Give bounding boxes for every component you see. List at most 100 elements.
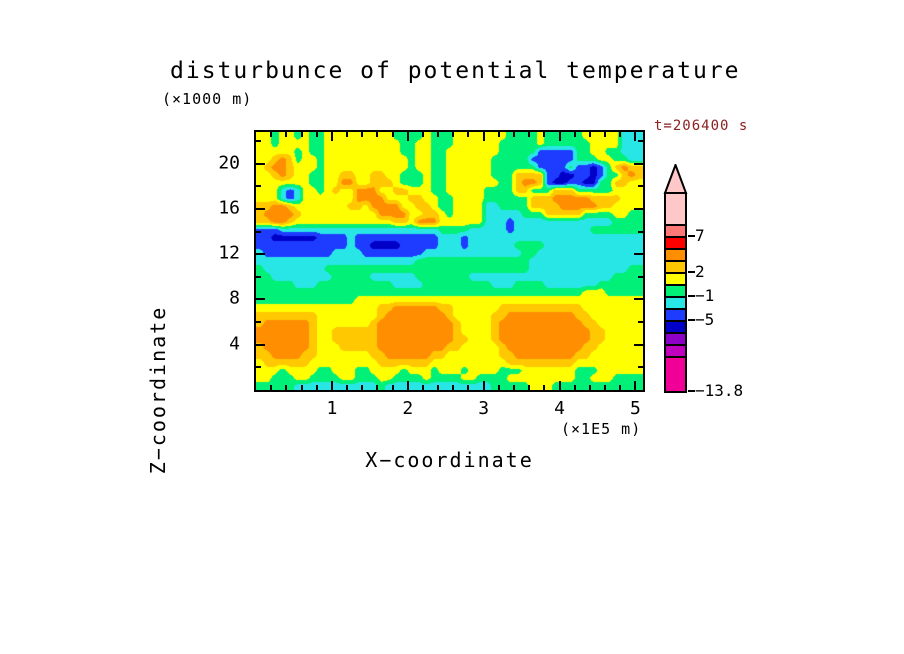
tick-mark: [285, 132, 288, 137]
tick-mark: [256, 366, 261, 369]
colorbar-segment: [666, 192, 685, 224]
tick-mark: [315, 385, 318, 390]
tick-mark: [638, 275, 643, 278]
tick-mark: [619, 132, 622, 137]
x-tick-labels: 1 2 3 4 5: [254, 398, 645, 420]
colorbar-segment: [666, 308, 685, 320]
colorbar-segment: [666, 236, 685, 248]
colorbar-label: 7: [695, 226, 705, 246]
tick-mark: [634, 253, 643, 256]
tick-mark: [638, 185, 643, 188]
tick-mark: [256, 275, 261, 278]
colorbar: 7 2 −1 −5 −13.8: [663, 164, 774, 404]
field-canvas: [256, 132, 643, 390]
tick-mark: [543, 385, 546, 390]
tick-mark: [634, 162, 643, 165]
tick-mark: [437, 385, 440, 390]
tick-mark: [573, 385, 576, 390]
colorbar-arrow-icon: [663, 164, 688, 194]
tick-mark: [467, 385, 470, 390]
tick-mark: [285, 385, 288, 390]
tick-mark: [270, 132, 273, 137]
z-tick-label: 4: [229, 333, 240, 355]
tick-mark: [256, 253, 265, 256]
tick-mark: [588, 385, 591, 390]
colorbar-tick: [688, 271, 695, 273]
colorbar-tick: [688, 319, 695, 321]
tick-mark: [391, 385, 394, 390]
tick-mark: [346, 132, 349, 137]
x-axis-unit-label: (×1E5 m): [561, 420, 642, 438]
tick-mark: [406, 381, 409, 390]
tick-mark: [604, 132, 607, 137]
tick-mark: [634, 343, 643, 346]
tick-mark: [482, 132, 485, 141]
tick-mark: [376, 385, 379, 390]
colorbar-label: −5: [695, 310, 715, 330]
colorbar-tick: [688, 235, 695, 237]
x-tick-label: 3: [478, 398, 490, 419]
tick-mark: [406, 132, 409, 141]
tick-mark: [634, 298, 643, 301]
tick-mark: [513, 385, 515, 390]
z-tick-label: 12: [218, 242, 240, 264]
tick-mark: [528, 385, 531, 390]
plot-area: [254, 130, 645, 392]
tick-mark: [421, 132, 424, 137]
colorbar-segment: [666, 344, 685, 356]
tick-mark: [346, 385, 349, 390]
tick-mark: [376, 132, 379, 137]
tick-mark: [452, 385, 455, 390]
tick-mark: [256, 162, 265, 165]
colorbar-segment: [666, 332, 685, 344]
x-tick-label: 5: [629, 398, 641, 419]
tick-mark: [361, 385, 364, 390]
tick-mark: [256, 230, 261, 233]
z-tick-labels: 4 8 12 16 20: [196, 130, 246, 392]
tick-mark: [497, 385, 500, 390]
tick-mark: [256, 207, 265, 210]
tick-mark: [638, 230, 643, 233]
tick-mark: [558, 381, 561, 390]
tick-mark: [638, 366, 643, 369]
z-tick-label: 20: [218, 152, 240, 174]
tick-mark: [270, 385, 273, 390]
x-axis-title: X−coordinate: [365, 448, 534, 472]
x-tick-label: 1: [326, 398, 338, 419]
tick-mark: [437, 132, 440, 137]
colorbar-segment: [666, 356, 685, 391]
z-axis-unit-label: (×1000 m): [162, 90, 253, 108]
tick-mark: [330, 132, 333, 141]
colorbar-tick: [688, 295, 695, 297]
tick-mark: [256, 321, 261, 324]
tick-mark: [256, 185, 261, 188]
tick-mark: [634, 132, 637, 141]
colorbar-segment: [666, 260, 685, 272]
tick-mark: [497, 132, 500, 137]
tick-mark: [604, 385, 607, 390]
colorbar-segment: [666, 296, 685, 308]
tick-mark: [543, 132, 546, 137]
colorbar-segment: [666, 320, 685, 332]
tick-mark: [634, 381, 637, 390]
colorbar-segment: [666, 224, 685, 236]
z-tick-label: 16: [218, 197, 240, 219]
colorbar-segment: [666, 272, 685, 284]
tick-mark: [391, 132, 394, 137]
colorbar-label: 2: [695, 262, 705, 282]
tick-mark: [634, 207, 643, 210]
tick-mark: [361, 132, 364, 137]
colorbar-segment: [666, 284, 685, 296]
tick-mark: [588, 132, 591, 137]
x-tick-label: 4: [554, 398, 565, 419]
tick-mark: [300, 132, 303, 137]
tick-mark: [421, 385, 424, 390]
tick-mark: [619, 385, 622, 390]
x-tick-label: 2: [402, 398, 414, 419]
tick-mark: [528, 132, 531, 137]
tick-mark: [300, 385, 303, 390]
tick-mark: [638, 321, 643, 324]
tick-mark: [452, 132, 455, 137]
colorbar-label: −1: [695, 286, 715, 306]
